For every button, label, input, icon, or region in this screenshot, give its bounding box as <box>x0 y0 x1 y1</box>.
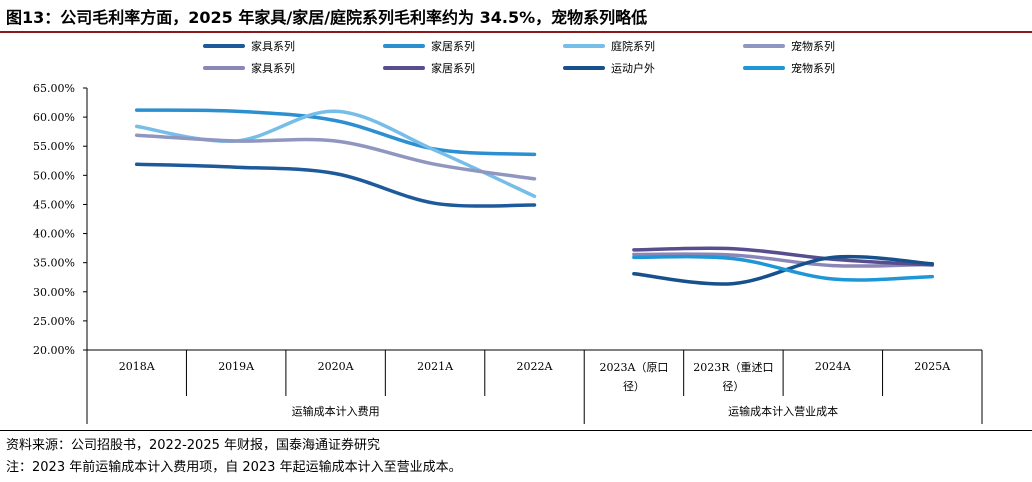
legend-label: 宠物系列 <box>791 39 835 53</box>
x-tick-label: 2020A <box>318 360 355 373</box>
y-tick-label: 30.00% <box>33 286 75 299</box>
series-line <box>632 252 935 268</box>
y-tick-label: 55.00% <box>33 140 75 153</box>
title-rule <box>0 31 1032 33</box>
y-tick-label: 40.00% <box>33 228 75 241</box>
figure-title: 图13：公司毛利率方面，2025 年家具/家居/庭院系列毛利率约为 34.5%，… <box>6 8 648 27</box>
x-group-label: 运输成本计入费用 <box>292 404 380 418</box>
x-tick-label: 2021A <box>417 360 454 373</box>
x-tick-label: 2025A <box>914 360 951 373</box>
footnote: 注：2023 年前运输成本计入费用项，自 2023 年起运输成本计入至营业成本。 <box>6 460 462 475</box>
y-tick-label: 45.00% <box>33 198 75 211</box>
legend-label: 家居系列 <box>431 61 475 75</box>
x-tick-label: 2023A（原口径） <box>599 361 668 393</box>
y-tick-label: 60.00% <box>33 111 75 124</box>
y-tick-label: 50.00% <box>33 169 75 182</box>
x-group-label: 运输成本计入营业成本 <box>728 404 838 418</box>
x-tick-label: 2019A <box>218 360 255 373</box>
x-tick-label: 2024A <box>815 360 852 373</box>
legend-label: 运动户外 <box>611 61 655 75</box>
source-note: 资料来源：公司招股书，2022-2025 年财报，国泰海通证券研究 <box>6 438 380 453</box>
y-tick-label: 65.00% <box>33 82 75 95</box>
legend-label: 宠物系列 <box>791 61 835 75</box>
x-tick-label: 2022A <box>517 360 554 373</box>
y-tick-label: 25.00% <box>33 315 75 328</box>
series-line <box>134 133 537 181</box>
series-line <box>632 246 935 267</box>
series-line <box>134 162 537 208</box>
x-tick-label: 2018A <box>119 360 156 373</box>
series-line <box>134 108 537 157</box>
legend-label: 家居系列 <box>431 39 475 53</box>
legend-label: 家具系列 <box>251 61 295 75</box>
y-tick-label: 35.00% <box>33 257 75 270</box>
series-line <box>632 254 935 282</box>
x-tick-label: 2023R（重述口径） <box>693 360 773 393</box>
y-tick-label: 20.00% <box>33 344 75 357</box>
legend-label: 家具系列 <box>251 39 295 53</box>
legend-label: 庭院系列 <box>611 39 655 53</box>
footer-rule <box>0 430 1032 431</box>
